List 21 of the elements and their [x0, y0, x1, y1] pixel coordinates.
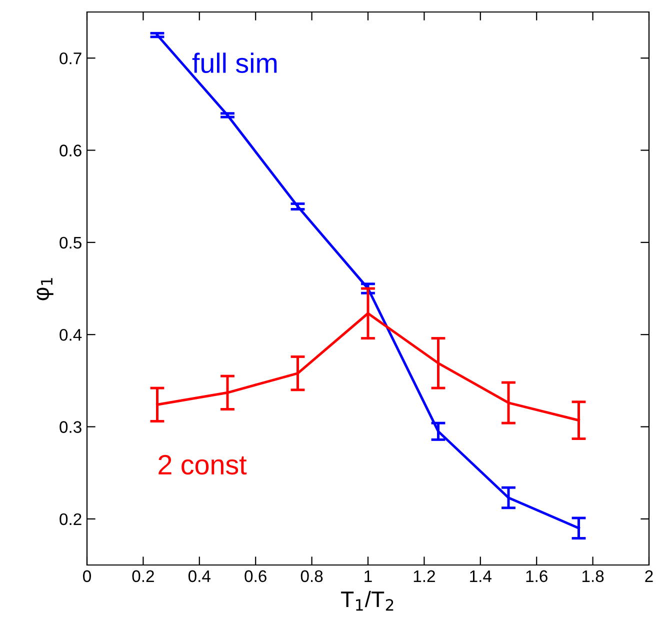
y-tick-label: 0.5	[60, 236, 82, 249]
y-tick-label: 0.3	[60, 421, 82, 433]
y-tick-label: 0.4	[60, 328, 82, 341]
x-axis-title: T$_{1}$/T$_{2}$	[341, 590, 394, 611]
x-tick-label: 1.8	[582, 570, 604, 582]
y-tick-label: 0.2	[60, 513, 82, 526]
x-tick-label: 0.8	[300, 570, 323, 582]
x-tick-label: 1	[364, 570, 372, 582]
y-tick-label: 0.7	[60, 52, 82, 64]
x-tick-label: 1.6	[526, 570, 548, 582]
y-axis-title: φ$_{1}$	[36, 278, 54, 300]
x-tick-label: 0	[83, 570, 91, 582]
x-tick-label: 1.4	[470, 570, 492, 582]
x-tick-label: 1.2	[414, 570, 435, 582]
series-label: 2 const	[158, 454, 247, 475]
y-tick-label: 0.6	[60, 144, 82, 156]
series-label: full sim	[192, 52, 277, 74]
x-tick-label: 0.2	[132, 570, 154, 582]
x-tick-label: 2	[645, 570, 653, 582]
x-tick-label: 0.6	[244, 570, 266, 582]
x-tick-label: 0.4	[188, 570, 210, 582]
